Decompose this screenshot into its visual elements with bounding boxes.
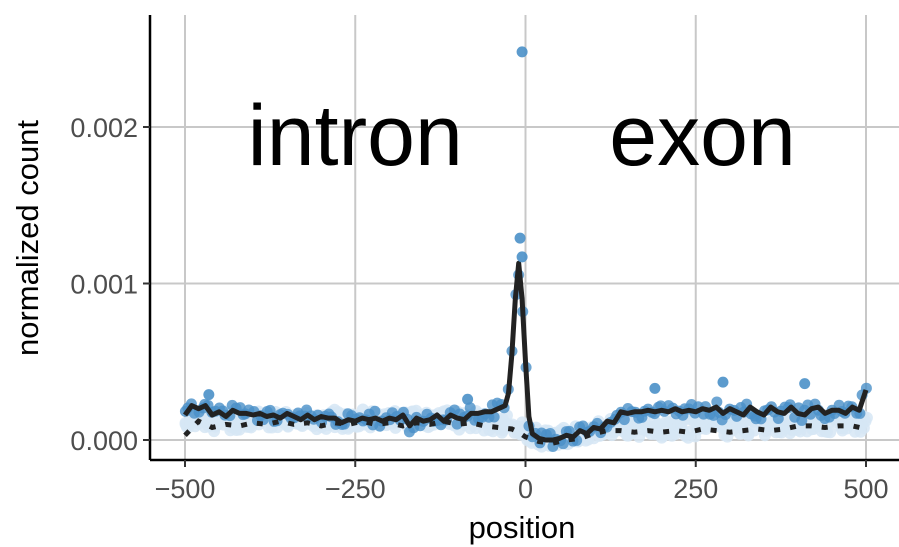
dark-point-129 (618, 414, 630, 426)
highlight-point-4 (717, 376, 729, 388)
series-lines-layer (182, 260, 869, 446)
highlight-point-7 (462, 393, 474, 405)
x-tick-label-2: 0 (518, 474, 533, 504)
highlight-point-1 (514, 232, 526, 244)
annotation-exon: exon (609, 88, 796, 184)
annotation-intron: intron (248, 88, 463, 184)
x-tick-label-4: 500 (843, 474, 888, 504)
dark-point-56 (369, 405, 381, 417)
dark-point-181 (796, 414, 808, 426)
y-tick-label-1: 0.001 (70, 270, 138, 300)
x-axis-title: position (469, 510, 576, 545)
highlight-point-5 (799, 378, 811, 390)
highlight-point-2 (516, 251, 528, 263)
dark-point-111 (557, 438, 569, 450)
y-axis-title: normalized count (10, 120, 45, 356)
x-tick-label-3: 250 (673, 474, 718, 504)
dark-point-156 (711, 396, 723, 408)
annotations: intron exon (248, 88, 796, 184)
highlight-points-layer (203, 46, 811, 405)
y-tick-label-0: 0.000 (70, 426, 138, 456)
solid-series-line (182, 260, 869, 443)
x-tick-label-0: −500 (155, 474, 216, 504)
y-tick-label-2: 0.002 (70, 113, 138, 143)
tick-labels: −500 −250 0 250 500 0.000 0.001 0.002 (70, 113, 888, 504)
dark-point-84 (464, 402, 476, 414)
highlight-point-0 (516, 46, 528, 58)
dark-point-80 (451, 418, 463, 430)
x-tick-label-1: −250 (325, 474, 386, 504)
highlight-point-6 (203, 389, 215, 401)
highlight-point-3 (649, 382, 661, 394)
